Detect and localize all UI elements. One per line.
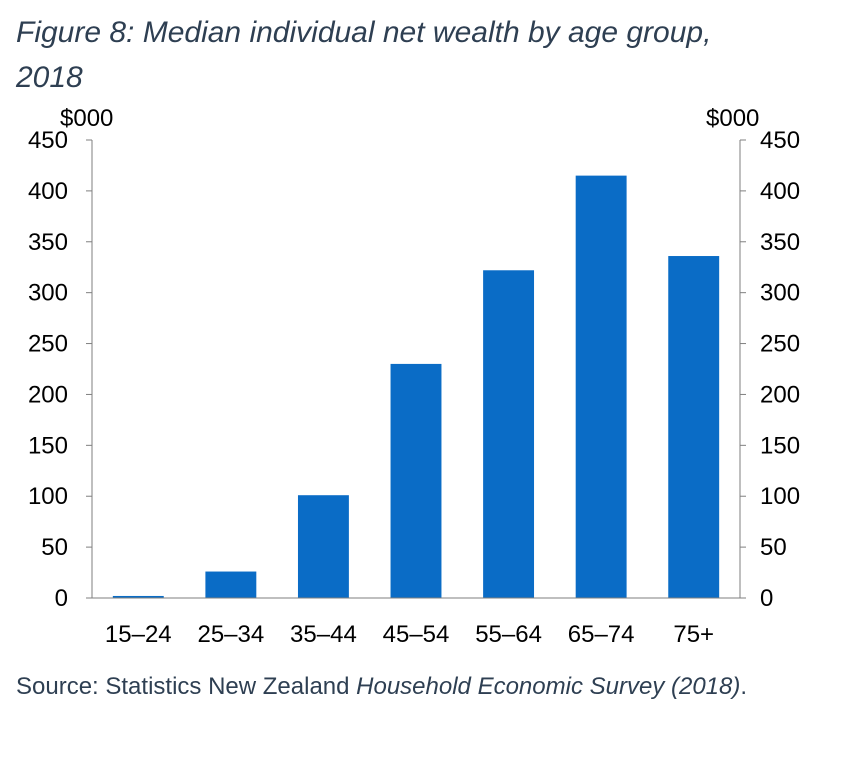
bar xyxy=(297,495,349,598)
source-year: (2018) xyxy=(670,673,741,700)
y-tick-label-right: 450 xyxy=(760,127,800,154)
y-tick-label-right: 50 xyxy=(760,534,787,561)
y-tick-label-right: 150 xyxy=(760,432,800,459)
bar-chart: $000 $000 0 50 100 150 200 250 300 350 400 450 0 5… xyxy=(28,105,800,648)
bars xyxy=(112,175,720,598)
y-axis-unit-right: $000 xyxy=(706,105,759,132)
source-prefix: Source: Statistics New Zealand xyxy=(16,673,357,700)
x-tick-label: 15–24 xyxy=(105,621,172,648)
bar xyxy=(575,175,627,598)
source-note: Source: Statistics New Zealand Household… xyxy=(16,668,816,706)
bar xyxy=(112,595,164,598)
bar xyxy=(390,363,442,598)
y-tick-label-left: 150 xyxy=(28,432,68,459)
x-tick-label: 55–64 xyxy=(475,621,542,648)
x-tick-label: 35–44 xyxy=(290,621,357,648)
bar xyxy=(668,256,720,598)
y-tick-label-right: 0 xyxy=(760,585,773,612)
x-tick-label: 75+ xyxy=(673,621,714,648)
y-axis-right: 0 50 100 150 200 250 300 350 400 450 xyxy=(739,127,800,612)
y-tick-label-right: 250 xyxy=(760,331,800,358)
x-tick-label: 65–74 xyxy=(568,621,635,648)
y-axis-unit-left: $000 xyxy=(60,105,113,132)
y-tick-label-left: 0 xyxy=(55,585,68,612)
y-axis-left: 0 50 100 150 200 250 300 350 400 450 xyxy=(28,127,93,612)
x-tick-label: 25–34 xyxy=(197,621,264,648)
y-tick-label-left: 450 xyxy=(28,127,68,154)
y-tick-label-right: 200 xyxy=(760,381,800,408)
chart-title-line-2: 2018 xyxy=(16,61,83,94)
x-axis: 15–24 25–34 35–44 45–54 55–64 65–74 75+ xyxy=(92,597,740,648)
y-tick-label-left: 100 xyxy=(28,483,68,510)
y-tick-label-left: 300 xyxy=(28,280,68,307)
x-tick-label: 45–54 xyxy=(383,621,450,648)
chart-title: Figure 8: Median individual net wealth b… xyxy=(16,10,816,100)
source-suffix: . xyxy=(740,673,748,700)
y-tick-label-left: 400 xyxy=(28,178,68,205)
y-tick-label-right: 300 xyxy=(760,280,800,307)
bar xyxy=(205,571,257,598)
y-tick-label-left: 50 xyxy=(41,534,68,561)
y-tick-label-right: 400 xyxy=(760,178,800,205)
y-tick-label-left: 350 xyxy=(28,229,68,256)
chart-title-line-1: Figure 8: Median individual net wealth b… xyxy=(16,16,712,49)
y-tick-label-right: 350 xyxy=(760,229,800,256)
y-tick-label-left: 200 xyxy=(28,381,68,408)
source-publication: Household Economic Survey xyxy=(356,673,665,700)
bar xyxy=(483,270,535,598)
y-tick-label-right: 100 xyxy=(760,483,800,510)
y-tick-label-left: 250 xyxy=(28,331,68,358)
